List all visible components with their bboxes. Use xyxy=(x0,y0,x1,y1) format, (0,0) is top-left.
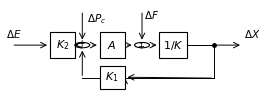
Text: $\Delta F$: $\Delta F$ xyxy=(144,9,159,21)
FancyBboxPatch shape xyxy=(100,32,125,59)
Text: $K_1$: $K_1$ xyxy=(105,70,119,84)
Text: $\Delta P_c$: $\Delta P_c$ xyxy=(87,12,107,26)
FancyBboxPatch shape xyxy=(100,66,125,89)
Text: $\Delta E$: $\Delta E$ xyxy=(6,28,22,40)
Text: $1/K$: $1/K$ xyxy=(163,39,184,52)
Text: +: + xyxy=(138,42,144,51)
Text: $K_2$: $K_2$ xyxy=(56,38,69,52)
FancyBboxPatch shape xyxy=(50,32,75,59)
FancyBboxPatch shape xyxy=(159,32,187,59)
Text: -: - xyxy=(140,39,142,48)
Text: -: - xyxy=(80,42,83,51)
Text: $A$: $A$ xyxy=(108,39,117,51)
Text: $\Delta X$: $\Delta X$ xyxy=(244,28,260,40)
Text: +: + xyxy=(78,39,84,48)
